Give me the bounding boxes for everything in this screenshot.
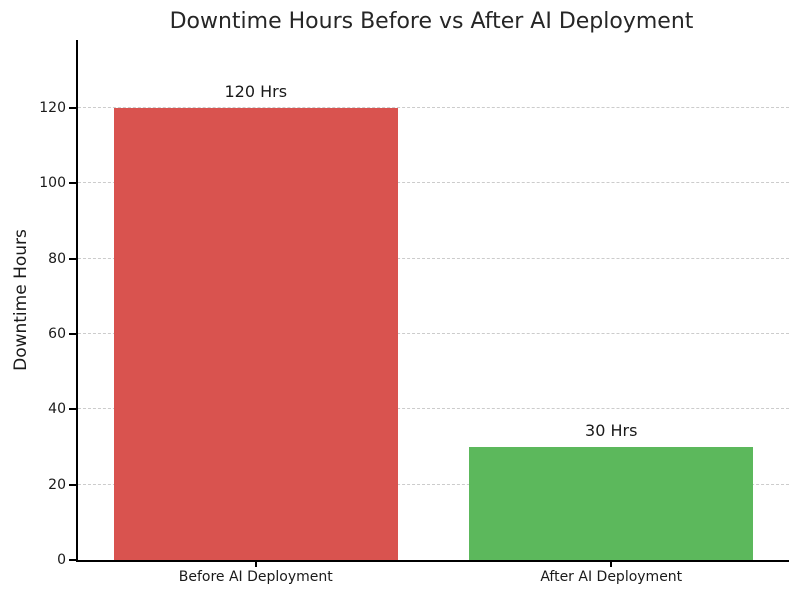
x-tick-mark bbox=[254, 560, 257, 567]
gridline bbox=[78, 106, 789, 108]
x-tick-label: After AI Deployment bbox=[540, 569, 683, 585]
y-tick-mark bbox=[69, 106, 78, 109]
gridline bbox=[78, 182, 789, 184]
plot-area: 0 20 40 60 80 100 120 120 Hrs Before AI Deployme… bbox=[39, 40, 789, 585]
bar-value-label: 120 Hrs bbox=[224, 81, 288, 101]
gridline bbox=[78, 257, 789, 259]
y-tick-label: 100 bbox=[39, 175, 66, 192]
y-tick-label: 120 bbox=[39, 99, 66, 116]
y-tick-mark bbox=[69, 408, 78, 411]
y-tick-label: 40 bbox=[48, 401, 66, 418]
bar bbox=[469, 446, 754, 560]
bar bbox=[113, 107, 398, 560]
y-tick-mark bbox=[69, 559, 78, 561]
y-tick-label: 0 bbox=[57, 552, 66, 568]
y-tick-mark bbox=[69, 483, 78, 486]
y-tick-label: 60 bbox=[48, 325, 66, 342]
bar-value-label: 30 Hrs bbox=[585, 420, 638, 440]
gridline bbox=[78, 332, 789, 334]
y-tick-label: 80 bbox=[48, 250, 66, 267]
y-tick-label: 20 bbox=[48, 476, 66, 493]
y-tick-mark bbox=[69, 182, 78, 185]
x-tick-mark bbox=[610, 560, 613, 567]
y-tick-mark bbox=[69, 257, 78, 260]
gridline bbox=[78, 483, 789, 485]
y-tick-mark bbox=[69, 332, 78, 335]
x-tick-label: Before AI Deployment bbox=[178, 569, 333, 585]
chart-title: Downtime Hours Before vs After AI Deploy… bbox=[169, 9, 694, 34]
gridline bbox=[78, 408, 789, 410]
